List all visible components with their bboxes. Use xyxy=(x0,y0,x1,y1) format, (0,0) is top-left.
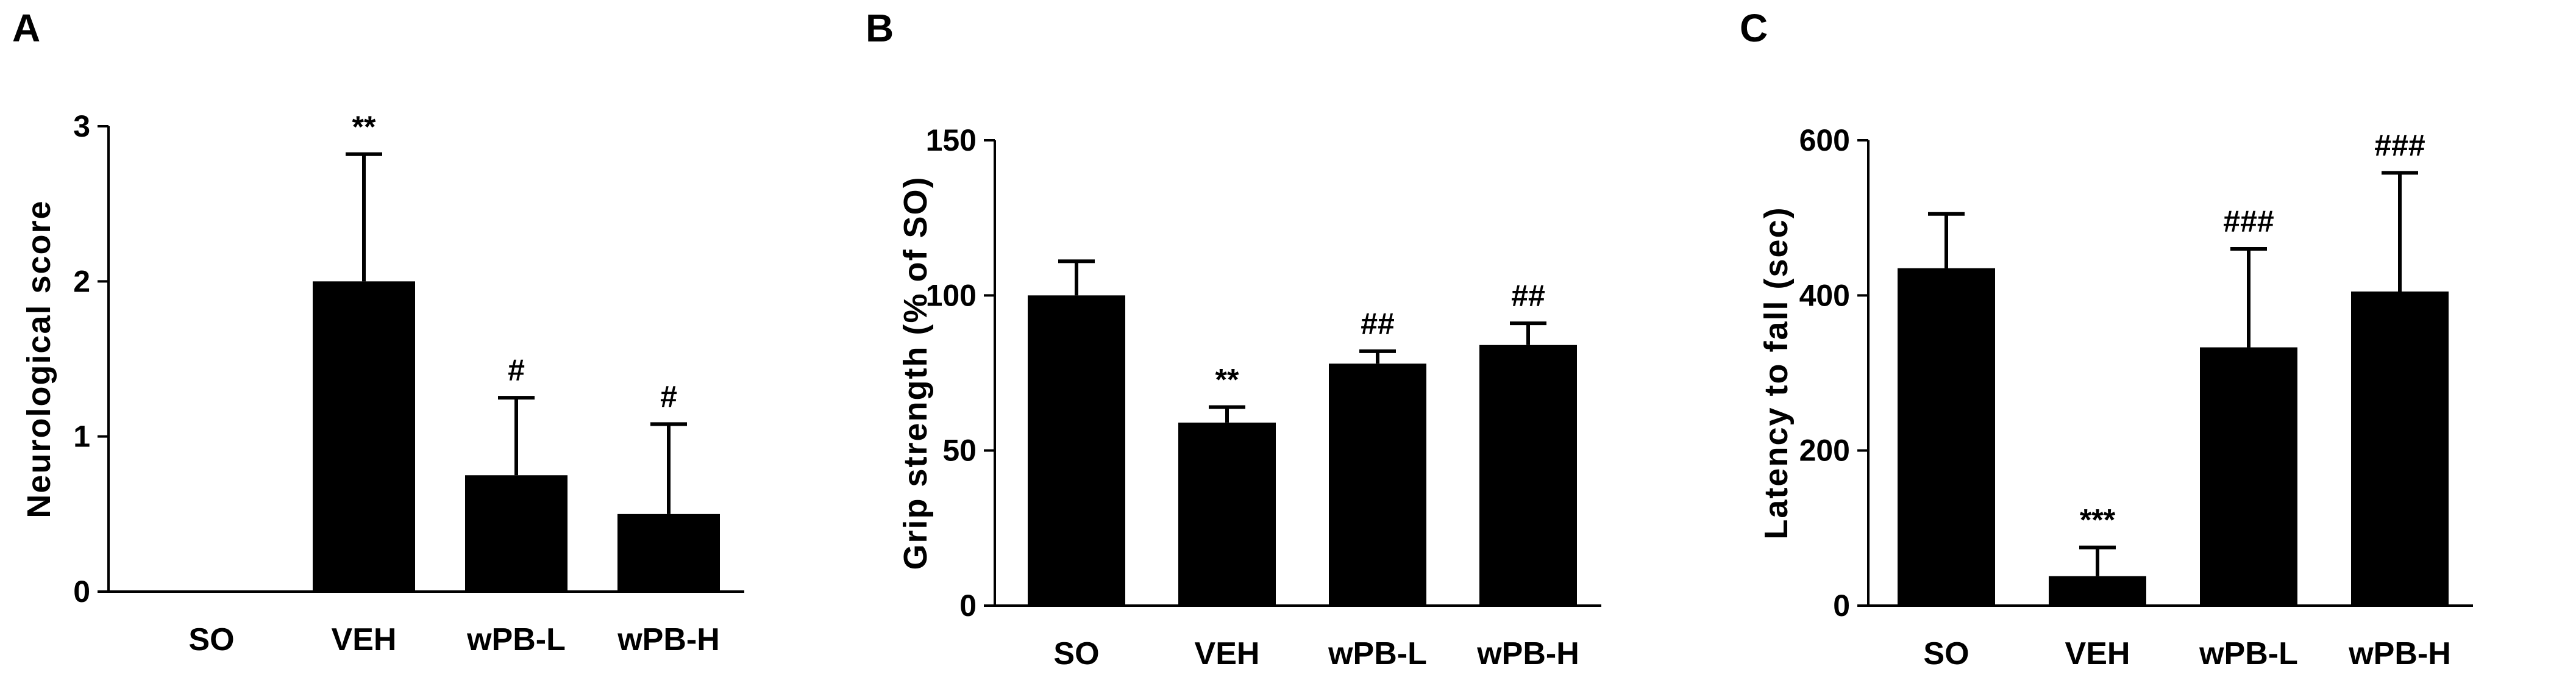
y-tick-label: 150 xyxy=(926,123,977,157)
y-tick-label: 1 xyxy=(73,420,90,454)
bar-veh xyxy=(2049,576,2146,606)
y-axis-label: Grip strength (% of SO) xyxy=(897,176,934,570)
y-axis-label: Neurological score xyxy=(21,199,57,518)
y-tick-label: 100 xyxy=(926,278,977,312)
panel-b: B 0 50 100 150 Grip strength (% of SO) SO ** VE… xyxy=(866,0,1737,688)
category-label: VEH xyxy=(2065,636,2130,671)
y-tick-label: 2 xyxy=(73,264,90,298)
panel-label-b: B xyxy=(866,6,894,50)
bar-veh xyxy=(1178,422,1276,606)
category-label: wPB-L xyxy=(2199,636,2298,671)
bar-so xyxy=(1898,268,1995,606)
category-label: wPB-L xyxy=(1328,636,1427,671)
y-tick-label: 0 xyxy=(73,575,90,609)
bar-so xyxy=(1028,295,1125,606)
bar-veh xyxy=(313,281,415,592)
category-label: SO xyxy=(1923,636,1969,671)
category-label: VEH xyxy=(1195,636,1260,671)
significance-label: ### xyxy=(2223,204,2274,238)
bar-wpb-l xyxy=(2200,347,2297,606)
significance-label: ## xyxy=(1361,307,1395,341)
y-axis-label: Latency to fall (sec) xyxy=(1758,206,1795,539)
significance-label: *** xyxy=(2080,503,2116,537)
category-label: SO xyxy=(188,622,234,657)
bar-wpb-h xyxy=(1479,345,1577,606)
y-tick-label: 0 xyxy=(1833,589,1850,623)
panel-c: C 0 200 400 600 Latency to fall (sec) SO *** VE… xyxy=(1737,0,2576,688)
bar-wpb-h xyxy=(617,514,720,592)
significance-label: ** xyxy=(1215,362,1239,396)
category-label: VEH xyxy=(332,622,397,657)
bar-wpb-l xyxy=(1329,363,1426,606)
category-label: wPB-L xyxy=(466,622,566,657)
y-tick-label: 400 xyxy=(1799,278,1850,312)
panel-a: A 0 1 2 3 Neurological score SO ** VEH # wPB-L # wP… xyxy=(0,0,866,688)
category-label: wPB-H xyxy=(617,622,720,657)
y-tick-label: 600 xyxy=(1799,123,1850,157)
category-label: wPB-H xyxy=(2348,636,2451,671)
significance-label: ### xyxy=(2374,128,2425,162)
chart-c: C 0 200 400 600 Latency to fall (sec) SO *** VE… xyxy=(1740,6,2473,671)
bar-wpb-h xyxy=(2351,291,2449,606)
bar-wpb-l xyxy=(465,475,568,592)
y-tick-label: 200 xyxy=(1799,434,1850,468)
category-label: wPB-H xyxy=(1476,636,1579,671)
significance-label: # xyxy=(508,353,525,387)
y-tick-label: 3 xyxy=(73,109,90,143)
significance-label: ## xyxy=(1511,279,1545,313)
category-label: SO xyxy=(1053,636,1099,671)
chart-b: B 0 50 100 150 Grip strength (% of SO) SO ** VE… xyxy=(866,6,1601,671)
significance-label: ** xyxy=(352,110,376,144)
panel-label-a: A xyxy=(12,6,40,50)
y-tick-label: 0 xyxy=(959,589,977,623)
y-tick-label: 50 xyxy=(942,434,977,468)
chart-a: A 0 1 2 3 Neurological score SO ** VEH # wPB-L # wP… xyxy=(12,6,744,657)
significance-label: # xyxy=(660,379,677,414)
panel-label-c: C xyxy=(1740,6,1768,50)
